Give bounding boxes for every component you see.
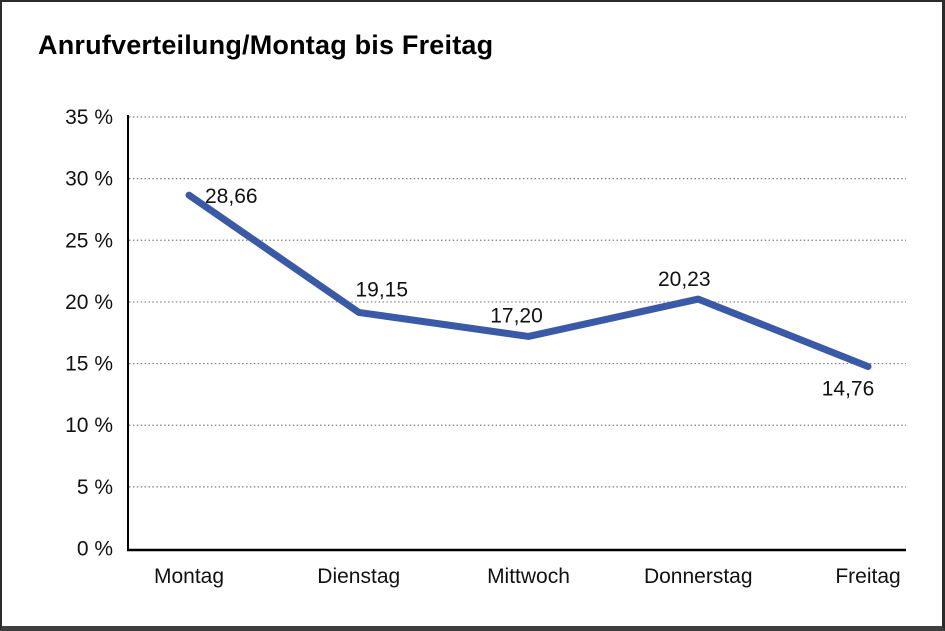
x-category-label: Freitag <box>835 565 900 588</box>
x-category-label: Montag <box>154 565 224 588</box>
x-category-label: Mittwoch <box>487 565 570 588</box>
x-category-label: Dienstag <box>317 565 400 588</box>
point-value-label: 20,23 <box>658 268 711 291</box>
series-line <box>185 191 872 371</box>
point-value-label: 28,66 <box>205 185 258 208</box>
x-category-label: Donnerstag <box>644 565 753 588</box>
chart-title: Anrufverteilung/Montag bis Freitag <box>38 30 494 60</box>
y-tick-label: 20 % <box>65 291 113 314</box>
y-tick-label: 15 % <box>65 353 113 376</box>
y-tick-label: 10 % <box>65 414 113 437</box>
y-tick-label: 35 % <box>65 106 113 129</box>
y-tick-label: 25 % <box>65 229 113 252</box>
y-tick-label: 0 % <box>77 538 113 561</box>
point-value-label: 14,76 <box>822 378 875 401</box>
point-value-label: 19,15 <box>355 278 408 301</box>
y-tick-label: 30 % <box>65 168 113 191</box>
point-value-label: 17,20 <box>490 304 543 327</box>
y-tick-label: 5 % <box>77 476 113 499</box>
